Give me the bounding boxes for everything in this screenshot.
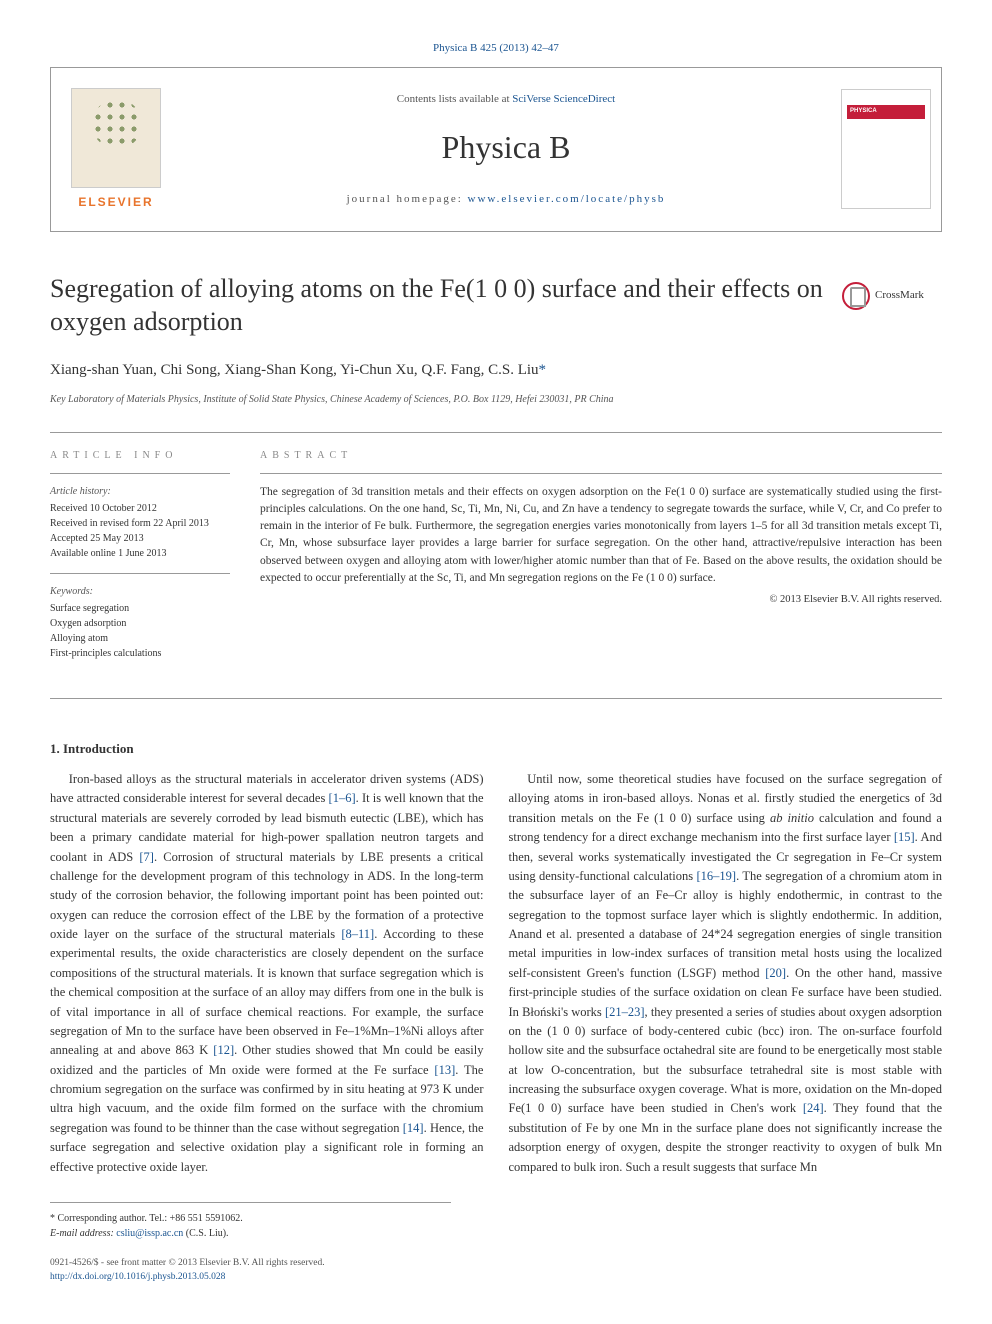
title-row: Segregation of alloying atoms on the Fe(… (50, 272, 942, 340)
abstract-section: ABSTRACT The segregation of 3d transitio… (260, 448, 942, 673)
ref-21-23[interactable]: [21–23] (605, 1005, 645, 1019)
issn-line: 0921-4526/$ - see front matter © 2013 El… (50, 1256, 451, 1270)
ref-15[interactable]: [15] (894, 830, 915, 844)
keyword-4: First-principles calculations (50, 646, 230, 661)
header-center: Contents lists available at SciVerse Sci… (181, 68, 831, 231)
crossmark-icon (842, 282, 870, 310)
keywords-label: Keywords: (50, 584, 230, 599)
divider-bottom (50, 698, 942, 699)
ref-8-11[interactable]: [8–11] (341, 927, 374, 941)
publisher-name: ELSEVIER (78, 193, 153, 211)
keyword-3: Alloying atom (50, 631, 230, 646)
ab-initio-italic: ab initio (770, 811, 814, 825)
paragraph-2: Until now, some theoretical studies have… (509, 770, 943, 1177)
doi-link[interactable]: http://dx.doi.org/10.1016/j.physb.2013.0… (50, 1272, 225, 1282)
abstract-copyright: © 2013 Elsevier B.V. All rights reserved… (260, 592, 942, 608)
footnotes: * Corresponding author. Tel.: +86 551 55… (50, 1202, 451, 1241)
journal-header-box: ELSEVIER Contents lists available at Sci… (50, 67, 942, 232)
contents-pre: Contents lists available at (397, 93, 512, 105)
authors-line: Xiang-shan Yuan, Chi Song, Xiang-Shan Ko… (50, 359, 942, 382)
ref-20[interactable]: [20] (765, 966, 786, 980)
corresponding-marker[interactable]: * (539, 362, 547, 378)
abstract-divider (260, 473, 942, 474)
email-name: (C.S. Liu). (183, 1228, 228, 1239)
history-block: Article history: Received 10 October 201… (50, 484, 230, 561)
history-accepted: Accepted 25 May 2013 (50, 531, 230, 546)
paragraph-1: Iron-based alloys as the structural mate… (50, 770, 484, 1177)
journal-cover-thumb[interactable]: PHYSICA (831, 68, 941, 231)
email-link[interactable]: csliu@issp.ac.cn (116, 1228, 183, 1239)
bottom-meta: 0921-4526/$ - see front matter © 2013 El… (50, 1256, 451, 1285)
article-info-heading: ARTICLE INFO (50, 448, 230, 463)
crossmark-label: CrossMark (875, 287, 924, 304)
keywords-block: Keywords: Surface segregation Oxygen ads… (50, 584, 230, 661)
corresponding-footnote: * Corresponding author. Tel.: +86 551 55… (50, 1211, 451, 1226)
ref-14[interactable]: [14] (403, 1121, 424, 1135)
email-label: E-mail address: (50, 1228, 116, 1239)
info-divider-2 (50, 573, 230, 574)
history-revised: Received in revised form 22 April 2013 (50, 516, 230, 531)
affiliation: Key Laboratory of Materials Physics, Ins… (50, 392, 942, 407)
article-info-sidebar: ARTICLE INFO Article history: Received 1… (50, 448, 230, 673)
ref-16-19[interactable]: [16–19] (697, 869, 737, 883)
citation-header: Physica B 425 (2013) 42–47 (50, 40, 942, 57)
homepage-line: journal homepage: www.elsevier.com/locat… (347, 191, 666, 208)
ref-24[interactable]: [24] (803, 1101, 824, 1115)
authors-text: Xiang-shan Yuan, Chi Song, Xiang-Shan Ko… (50, 362, 539, 378)
email-footnote: E-mail address: csliu@issp.ac.cn (C.S. L… (50, 1226, 451, 1241)
article-title: Segregation of alloying atoms on the Fe(… (50, 272, 827, 340)
cover-title: PHYSICA (850, 107, 877, 116)
contents-line: Contents lists available at SciVerse Sci… (397, 91, 615, 108)
history-online: Available online 1 June 2013 (50, 546, 230, 561)
elsevier-tree-icon (71, 88, 161, 188)
sciencedirect-link[interactable]: SciVerse ScienceDirect (512, 93, 615, 105)
journal-name: Physica B (442, 123, 571, 171)
history-label: Article history: (50, 484, 230, 499)
keyword-1: Surface segregation (50, 601, 230, 616)
ref-7[interactable]: [7] (139, 850, 154, 864)
ref-1-6[interactable]: [1–6] (329, 791, 356, 805)
ref-12[interactable]: [12] (213, 1043, 234, 1057)
abstract-heading: ABSTRACT (260, 448, 942, 463)
citation-link[interactable]: Physica B 425 (2013) 42–47 (433, 42, 559, 54)
section-1-heading: 1. Introduction (50, 739, 942, 759)
info-divider-1 (50, 473, 230, 474)
divider-top (50, 432, 942, 433)
abstract-text: The segregation of 3d transition metals … (260, 484, 942, 588)
body-columns: Iron-based alloys as the structural mate… (50, 770, 942, 1177)
publisher-logo[interactable]: ELSEVIER (51, 68, 181, 231)
keyword-2: Oxygen adsorption (50, 616, 230, 631)
info-abstract-row: ARTICLE INFO Article history: Received 1… (50, 448, 942, 673)
cover-image: PHYSICA (841, 89, 931, 209)
homepage-link[interactable]: www.elsevier.com/locate/physb (468, 193, 666, 205)
crossmark-badge[interactable]: CrossMark (842, 282, 942, 310)
history-received: Received 10 October 2012 (50, 501, 230, 516)
ref-13[interactable]: [13] (434, 1063, 455, 1077)
homepage-label: journal homepage: (347, 193, 468, 205)
